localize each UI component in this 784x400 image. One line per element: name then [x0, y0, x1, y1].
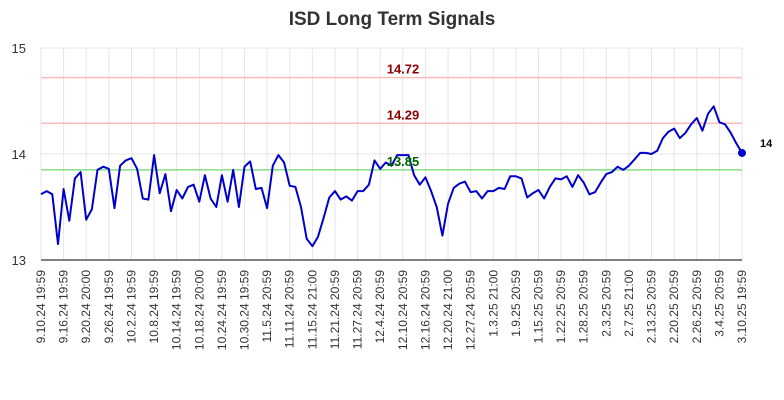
last-value-label: 14	[760, 138, 773, 150]
x-tick-label: 12.4.24 20:59	[373, 270, 387, 344]
x-tick-label: 10.2.24 19:59	[124, 270, 138, 344]
y-tick-label: 15	[12, 41, 26, 56]
axes: 9.10.24 19:59 9.16.24 19:59 9.20.24 20:00 9…	[12, 41, 749, 350]
x-tick-label: 10.8.24 19:59	[147, 270, 161, 344]
last-point-marker	[738, 148, 746, 157]
grid	[40, 47, 743, 261]
y-tick-label: 13	[12, 253, 26, 268]
x-tick-label: 10.18.24 20:00	[192, 270, 206, 350]
x-tick-label: 9.20.24 20:00	[79, 270, 93, 344]
x-tick-label: 2.20.25 20:59	[667, 270, 681, 344]
x-tick-label: 11.15.24 21:00	[305, 270, 319, 350]
x-tick-label: 10.30.24 19:59	[238, 270, 252, 350]
x-tick-label: 2.7.25 21:00	[622, 270, 636, 337]
x-tick-label: 9.26.24 19:59	[102, 270, 116, 344]
x-tick-label: 1.3.25 21:00	[486, 270, 500, 337]
x-tick-label: 2.13.25 20:59	[645, 270, 659, 344]
labels: 14.72 14.29 13.85 14	[387, 62, 773, 169]
x-tick-label: 3.10.25 19:59	[735, 270, 749, 344]
series-layer	[40, 105, 746, 248]
x-tick-label: 12.16.24 20:59	[418, 270, 432, 350]
x-tick-label: 2.3.25 20:59	[599, 270, 613, 337]
x-tick-label: 1.9.25 20:59	[509, 270, 523, 337]
x-tick-label: 2.26.25 20:59	[690, 270, 704, 344]
x-tick-label: 11.5.24 20:59	[260, 270, 274, 343]
signal-level-label: 14.72	[387, 62, 420, 77]
signal-levels	[41, 76, 742, 171]
y-tick-label: 14	[12, 147, 26, 162]
x-tick-label: 1.22.25 20:59	[554, 270, 568, 344]
x-tick-label: 12.20.24 21:00	[441, 270, 455, 350]
price-line	[40, 105, 743, 248]
x-tick-label: 11.27.24 20:59	[351, 270, 365, 350]
signal-level-label: 14.29	[387, 107, 420, 122]
signal-level-label: 13.85	[387, 154, 420, 169]
x-tick-label: 9.10.24 19:59	[34, 270, 48, 344]
x-tick-label: 10.24.24 19:59	[215, 270, 229, 350]
x-tick-label: 12.27.24 20:59	[464, 270, 478, 350]
x-tick-label: 10.14.24 19:59	[170, 270, 184, 350]
x-tick-label: 12.10.24 20:59	[396, 270, 410, 350]
chart-title: ISD Long Term Signals	[289, 9, 496, 30]
x-tick-label: 9.16.24 19:59	[57, 270, 71, 344]
x-tick-label: 1.28.25 20:59	[577, 270, 591, 344]
x-tick-label: 1.15.25 20:59	[531, 270, 545, 344]
x-tick-label: 11.11.24 20:59	[283, 270, 297, 349]
x-tick-label: 11.21.24 20:59	[328, 270, 342, 350]
x-tick-label: 3.4.25 20:59	[712, 270, 726, 337]
